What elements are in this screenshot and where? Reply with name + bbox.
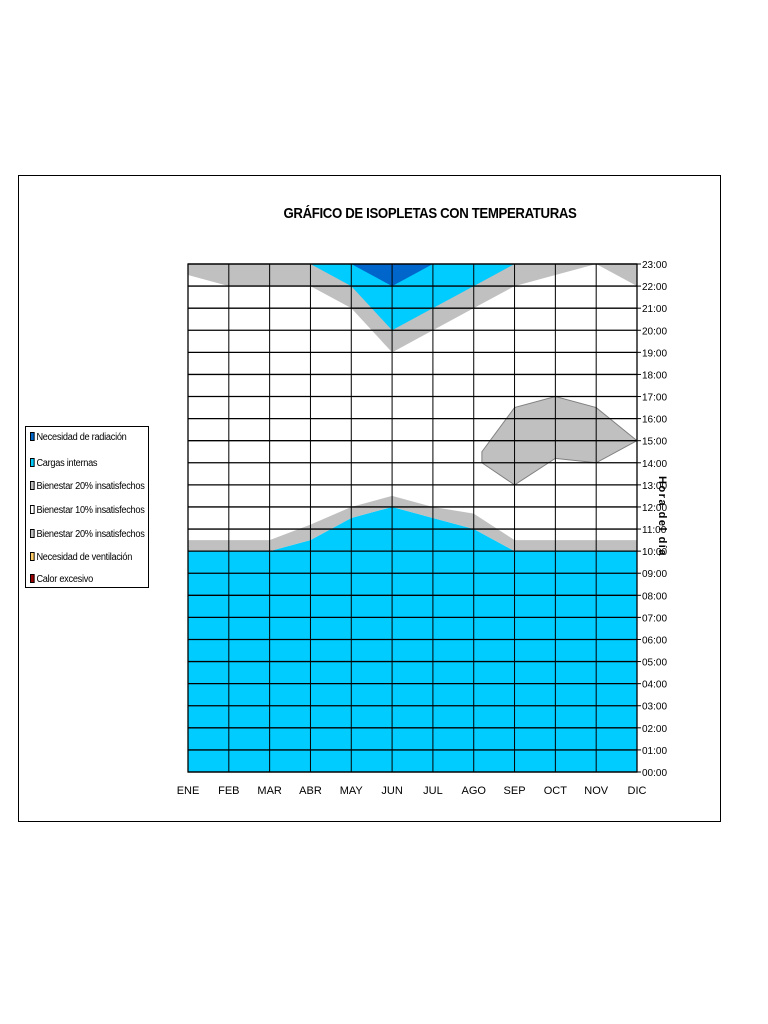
legend-label: Cargas internas [36, 458, 98, 469]
series-area [188, 495, 637, 552]
y-tick-label: 03:00 [642, 702, 667, 713]
legend-swatch [30, 457, 35, 467]
legend-item: Bienestar 20% insatisfechos [30, 480, 145, 494]
y-tick-label: 20:00 [642, 326, 667, 337]
plot-border [187, 263, 638, 773]
legend-label: Bienestar 10% insatisfechos [36, 505, 145, 516]
y-tick-label: 13:00 [642, 481, 667, 492]
legend-label: Necesidad de radiación [36, 432, 127, 443]
legend-swatch [30, 504, 35, 514]
y-tick-label: 12:00 [642, 503, 667, 514]
x-tick-label: ENE [177, 785, 200, 797]
y-tick-label: 07:00 [642, 613, 667, 624]
legend-item: Calor excesivo [30, 573, 93, 587]
x-tick-label: MAY [340, 785, 364, 797]
x-tick-label: JUL [423, 785, 443, 797]
x-tick-label: ABR [299, 785, 322, 797]
legend-label: Bienestar 20% insatisfechos [36, 481, 145, 492]
legend-swatch [30, 573, 35, 583]
chart-title: GRÁFICO DE ISOPLETAS CON TEMPERATURAS [283, 205, 577, 222]
y-tick-label: 21:00 [642, 304, 667, 315]
y-tick-label: 02:00 [642, 724, 667, 735]
legend-item: Necesidad de ventilación [30, 551, 132, 565]
x-tick-label: JUN [381, 785, 402, 797]
y-tick-label: 01:00 [642, 746, 667, 757]
legend-swatch [30, 551, 35, 561]
y-tick-label: 11:00 [642, 525, 667, 536]
legend-item: Bienestar 20% insatisfechos [30, 528, 145, 542]
y-tick-label: 22:00 [642, 282, 667, 293]
y-tick-label: 19:00 [642, 348, 667, 359]
x-tick-label: FEB [218, 785, 239, 797]
x-tick-label: AGO [462, 785, 487, 797]
x-tick-label: MAR [257, 785, 282, 797]
y-tick-label: 18:00 [642, 370, 667, 381]
y-tick-label: 00:00 [642, 768, 667, 779]
y-tick-label: 09:00 [642, 569, 667, 580]
y-tick-label: 05:00 [642, 658, 667, 669]
y-tick-label: 15:00 [642, 437, 667, 448]
x-tick-label: NOV [584, 785, 609, 797]
legend-item: Cargas internas [30, 457, 98, 471]
legend-label: Bienestar 20% insatisfechos [36, 529, 145, 540]
series-area [188, 264, 637, 331]
y-tick-label: 10:00 [642, 547, 667, 558]
legend-label: Necesidad de ventilación [36, 552, 133, 563]
legend-swatch [30, 431, 35, 441]
chart-legend: Necesidad de radiación Cargas internas B… [25, 426, 149, 588]
y-tick-label: 16:00 [642, 415, 667, 426]
legend-item: Bienestar 10% insatisfechos [30, 504, 145, 518]
series-area [188, 264, 637, 287]
y-tick-label: 06:00 [642, 635, 667, 646]
y-tick-label: 04:00 [642, 680, 667, 691]
x-tick-label: DIC [628, 785, 647, 797]
legend-swatch [30, 480, 35, 490]
y-tick-label: 08:00 [642, 591, 667, 602]
legend-item: Necesidad de radiación [30, 431, 127, 445]
y-tick-label: 14:00 [642, 459, 667, 470]
y-tick-label: 17:00 [642, 393, 667, 404]
x-tick-label: SEP [504, 785, 526, 797]
x-tick-label: OCT [544, 785, 568, 797]
y-tick-label: 23:00 [642, 260, 667, 271]
legend-swatch [30, 528, 35, 538]
legend-label: Calor excesivo [36, 574, 93, 585]
y-axis-label: Hora del día [656, 476, 668, 557]
